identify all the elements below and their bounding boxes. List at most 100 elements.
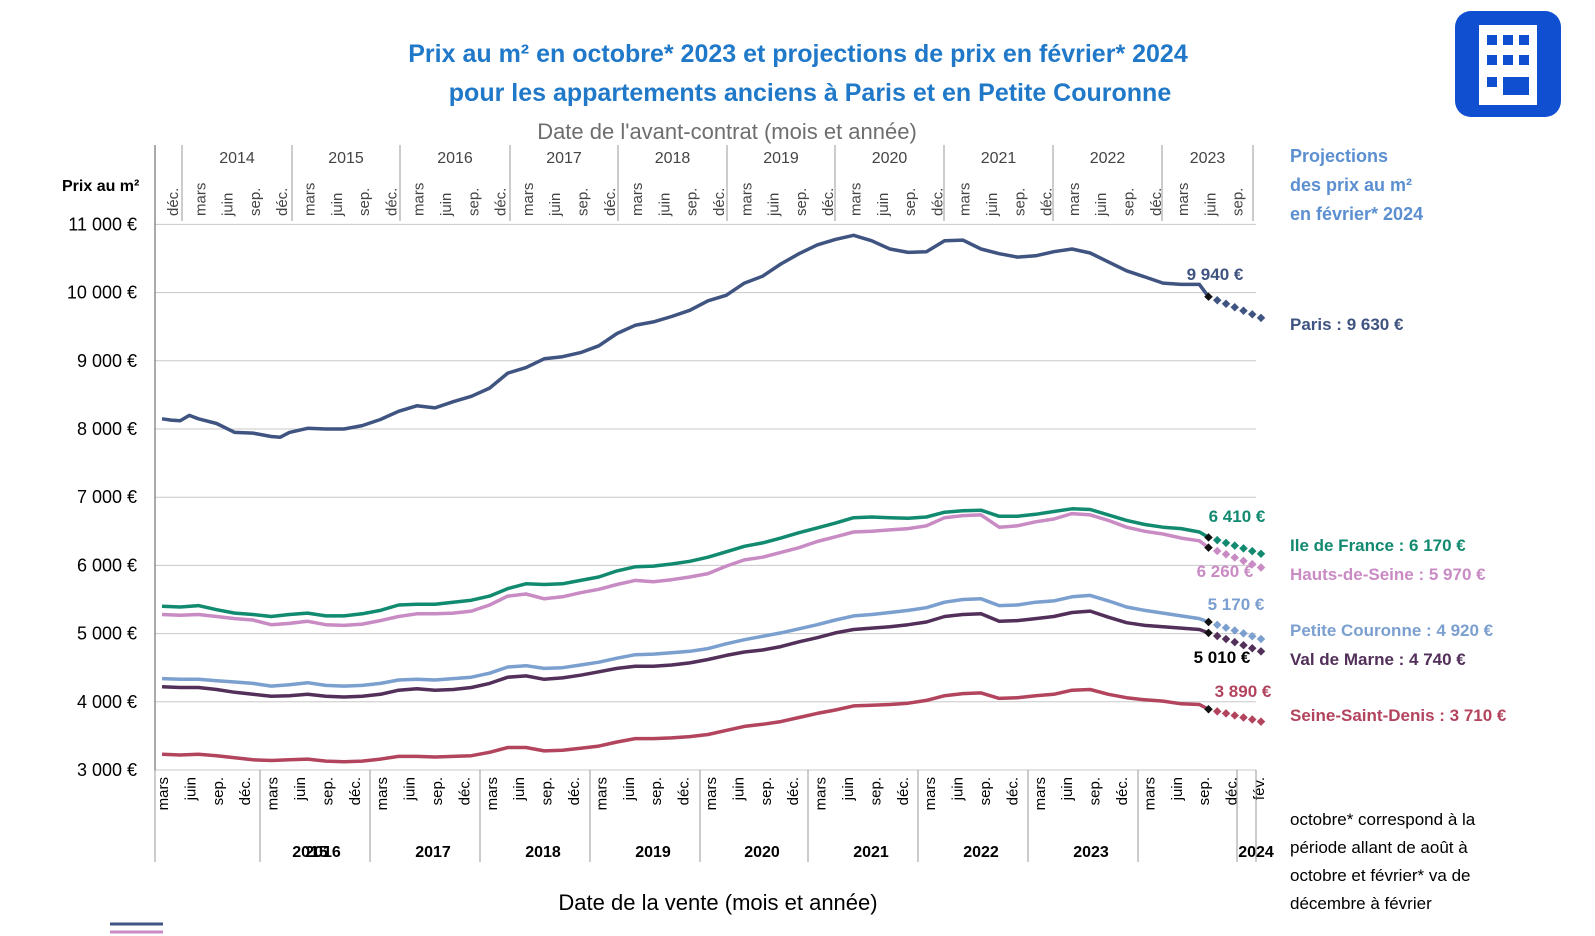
series-paris: 9 940 € Paris : 9 630 €	[161, 233, 1404, 439]
legend-swatches	[110, 922, 163, 934]
top-month-label: déc.	[711, 188, 728, 216]
series-line	[161, 593, 1210, 688]
top-month-label: sep.	[356, 188, 373, 216]
series-projection-label: Ile de France : 6 170 €	[1290, 536, 1466, 555]
top-month-label: déc.	[383, 188, 400, 216]
projection-marker	[1256, 549, 1266, 559]
projection-marker	[1230, 553, 1239, 562]
bottom-month-label: sep.	[758, 777, 775, 805]
bottom-year-label: 2020	[744, 844, 780, 861]
series-line	[161, 507, 1210, 619]
y-axis-label: Prix au m²	[62, 178, 139, 195]
footnote-line1: octobre* correspond à la	[1290, 810, 1476, 829]
projection-marker	[1239, 713, 1248, 722]
bottom-month-label: déc.	[1004, 777, 1021, 805]
y-tick-label: 3 000 €	[77, 760, 137, 780]
top-year-label: 2017	[546, 150, 582, 167]
bottom-month-label: juin	[1059, 777, 1076, 801]
series-end-label: 6 410 €	[1209, 507, 1266, 526]
series-line	[161, 511, 1210, 628]
top-month-label: mars	[848, 183, 865, 216]
series-end-label: 3 890 €	[1215, 682, 1272, 701]
projection-marker	[1204, 533, 1213, 542]
projection-marker	[1204, 617, 1213, 627]
projection-marker	[1248, 559, 1257, 569]
chart-subtitle: Date de l'avant-contrat (mois et année)	[537, 119, 917, 144]
top-month-label: sep.	[1011, 188, 1028, 216]
projection-marker	[1239, 556, 1248, 566]
top-year-label: 2018	[655, 150, 691, 167]
top-month-label: juin	[547, 193, 564, 217]
bottom-month-label: déc.	[1114, 777, 1131, 805]
series-end-label: 9 940 €	[1187, 265, 1244, 284]
chart-title-line1: Prix au m² en octobre* 2023 et projectio…	[408, 40, 1188, 68]
footnote-line4: décembre à février	[1290, 894, 1432, 913]
chart-title-line2: pour les appartements anciens à Paris et…	[449, 79, 1172, 107]
y-tick-label: 10 000 €	[67, 283, 137, 303]
bottom-month-label: mars	[813, 777, 830, 810]
bottom-month-label: mars	[593, 777, 610, 810]
projection-marker	[1248, 715, 1257, 724]
series-end-label: 5 010 €	[1194, 648, 1251, 667]
top-month-label: juin	[984, 193, 1001, 217]
building-icon	[1455, 11, 1561, 117]
top-month-label: déc.	[493, 188, 510, 216]
series-end-label: 5 170 €	[1208, 595, 1265, 614]
top-month-label: déc.	[820, 188, 837, 216]
top-month-label: mars	[738, 183, 755, 216]
projection-header-line2: des prix au m²	[1290, 175, 1412, 195]
top-year-label: 2020	[872, 150, 908, 167]
projection-marker	[1256, 313, 1266, 323]
projection-marker	[1213, 535, 1222, 545]
projection-marker	[1204, 292, 1213, 301]
projection-marker	[1221, 623, 1231, 632]
projection-header-line1: Projections	[1290, 146, 1388, 166]
x-axis-label: Date de la vente (mois et année)	[558, 890, 877, 915]
bottom-month-label: sep.	[539, 777, 556, 805]
bottom-year-label: 2017	[415, 844, 451, 861]
axes: déc. mars juin sep. déc. mars juin sep. déc. mars…	[154, 145, 1274, 862]
top-month-label: sep.	[247, 188, 264, 216]
projection-marker	[1204, 628, 1213, 638]
series-projection-label: Petite Couronne : 4 920 €	[1290, 621, 1494, 640]
top-year-label: 2022	[1090, 150, 1126, 167]
top-month-label: déc.	[1039, 188, 1056, 216]
top-month-label: sep.	[575, 188, 592, 216]
y-tick-label: 4 000 €	[77, 692, 137, 712]
projection-marker	[1248, 644, 1257, 653]
series-hauts-de-seine: 6 260 € Hauts-de-Seine : 5 970 €	[161, 511, 1486, 628]
bottom-month-label: sep.	[429, 777, 446, 805]
top-month-label: mars	[302, 183, 319, 216]
projection-marker	[1221, 550, 1231, 559]
series-seine-saint-denis: 3 890 € Seine-Saint-Denis : 3 710 €	[161, 682, 1507, 764]
projection-marker	[1230, 711, 1239, 720]
projection-marker	[1213, 620, 1222, 630]
projection-marker	[1230, 626, 1239, 635]
projection-marker	[1239, 544, 1248, 553]
projection-marker	[1221, 299, 1231, 308]
top-month-label: juin	[1093, 193, 1110, 217]
y-tick-label: 9 000 €	[77, 351, 137, 371]
bottom-month-label: mars	[484, 777, 501, 810]
projection-marker	[1204, 705, 1213, 714]
top-month-label: juin	[329, 193, 346, 217]
top-month-label: déc.	[1148, 188, 1165, 216]
bottom-month-label: mars	[155, 777, 172, 810]
top-month-label: déc.	[165, 188, 182, 216]
top-month-label: juin	[220, 193, 237, 217]
bottom-month-label: juin	[950, 777, 967, 801]
top-year-label: 2015	[328, 150, 364, 167]
projection-marker	[1239, 306, 1248, 316]
projection-marker	[1213, 707, 1222, 716]
bottom-month-label: déc.	[676, 777, 693, 805]
top-year-label: 2021	[981, 150, 1017, 167]
bottom-month-label: sep.	[648, 777, 665, 805]
projection-marker	[1221, 634, 1231, 644]
projection-header-line3: en février* 2024	[1290, 204, 1423, 224]
y-tick-label: 11 000 €	[68, 214, 137, 234]
series-projection-label: Seine-Saint-Denis : 3 710 €	[1290, 706, 1507, 725]
footnote-line3: octobre et février* va de	[1290, 866, 1470, 885]
bottom-month-label: sep.	[1196, 777, 1213, 805]
bottom-month-label: mars	[1141, 777, 1158, 810]
projection-marker	[1221, 538, 1231, 548]
